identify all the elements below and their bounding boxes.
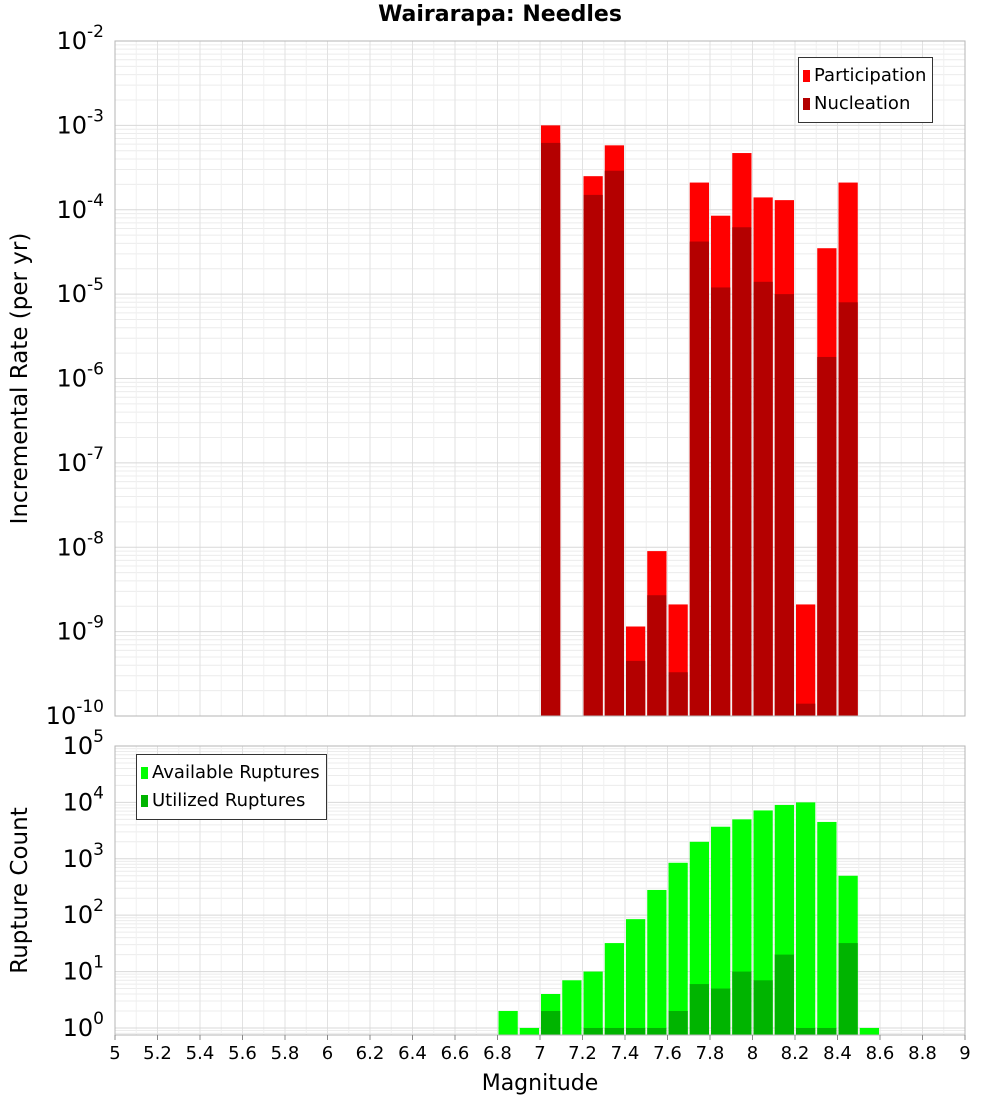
y-tick-label: 101	[63, 953, 104, 986]
y-tick-label: 10-5	[57, 275, 105, 308]
y-tick-label: 10-4	[57, 191, 105, 224]
utilized-bar	[689, 984, 709, 1035]
x-tick-label: 8.4	[823, 1043, 852, 1064]
x-tick-label: 6.8	[483, 1043, 512, 1064]
legend-label: Nucleation	[814, 93, 911, 114]
available-bar	[583, 971, 603, 1035]
x-tick-label: 5.2	[143, 1043, 172, 1064]
available-bar	[604, 943, 624, 1035]
legend-swatch	[803, 98, 810, 110]
y-tick-label: 105	[63, 727, 104, 760]
chart-title: Wairarapa: Needles	[378, 2, 622, 27]
x-tick-label: 6.2	[356, 1043, 385, 1064]
rate-panel: 10-2 10-3 10-4 10-5 10-6 10-7 10-8 10-9 10-10 Inc…	[7, 22, 966, 730]
utilized-bar	[796, 1027, 816, 1035]
x-tick-label: 5.6	[228, 1043, 257, 1064]
x-tick-label: 6.6	[441, 1043, 470, 1064]
available-bar	[859, 1027, 879, 1035]
available-bar	[498, 1010, 518, 1035]
available-bar	[711, 826, 731, 1035]
nucleation-bar	[753, 281, 773, 716]
available-bar	[817, 821, 837, 1035]
legend-swatch	[141, 795, 148, 807]
count-legend: Available Ruptures Utilized Ruptures	[136, 754, 327, 820]
x-tick-label: 5	[109, 1043, 120, 1064]
utilized-bar	[626, 1027, 646, 1035]
utilized-bar	[583, 1027, 603, 1035]
y-tick-label: 100	[63, 1009, 104, 1042]
nucleation-bar	[626, 660, 646, 716]
y-tick-label: 10-2	[57, 22, 105, 55]
legend-label: Utilized Ruptures	[152, 790, 306, 811]
x-tick-label: 5.8	[271, 1043, 300, 1064]
available-bar	[626, 919, 646, 1035]
available-bar	[519, 1027, 539, 1035]
x-tick-label: 6.4	[398, 1043, 427, 1064]
y-tick-label: 104	[63, 783, 104, 816]
nucleation-bar	[711, 287, 731, 716]
utilized-bar	[774, 954, 794, 1035]
participation-bar	[796, 604, 816, 716]
x-tick-label: 8.2	[781, 1043, 810, 1064]
x-tick-label: 8	[747, 1043, 758, 1064]
legend-item-available: Available Ruptures	[141, 759, 320, 787]
y-tick-label: 10-10	[46, 697, 104, 730]
legend-label: Available Ruptures	[152, 762, 320, 783]
legend-swatch	[803, 70, 810, 82]
utilized-bar	[732, 971, 752, 1035]
nucleation-bar	[541, 142, 561, 716]
x-tick-label: 7.2	[568, 1043, 597, 1064]
y-tick-label: 10-3	[57, 106, 105, 139]
x-tick-label: 6	[322, 1043, 333, 1064]
available-bar	[562, 980, 582, 1035]
available-bar	[668, 862, 688, 1035]
legend-swatch	[141, 767, 148, 779]
y-axis-label: Rupture Count	[7, 807, 33, 973]
plot-frame	[114, 40, 966, 717]
nucleation-bar	[604, 170, 624, 716]
utilized-bar	[541, 1010, 561, 1035]
nucleation-bar	[689, 241, 709, 717]
available-bar	[647, 889, 667, 1035]
utilized-bar	[838, 943, 858, 1035]
x-axis-label: Magnitude	[482, 1071, 599, 1096]
legend-item-utilized: Utilized Ruptures	[141, 787, 320, 815]
available-bar	[796, 802, 816, 1035]
y-tick-label: 103	[63, 840, 104, 873]
x-tick-label: 8.8	[908, 1043, 937, 1064]
nucleation-bar	[647, 595, 667, 716]
utilized-bar	[711, 988, 731, 1035]
y-tick-label: 10-7	[57, 444, 105, 477]
utilized-bar	[753, 980, 773, 1035]
nucleation-bar	[583, 194, 603, 716]
y-tick-label: 10-8	[57, 528, 105, 561]
x-tick-label: 7.6	[653, 1043, 682, 1064]
x-tick-label: 7	[534, 1043, 545, 1064]
nucleation-bar	[796, 703, 816, 716]
utilized-bar	[817, 1027, 837, 1035]
nucleation-bar	[774, 294, 794, 716]
x-tick-label: 7.8	[696, 1043, 725, 1064]
nucleation-bar	[668, 672, 688, 716]
available-bar	[753, 810, 773, 1035]
y-axis-label: Incremental Rate (per yr)	[7, 233, 33, 525]
legend-label: Participation	[814, 65, 927, 86]
x-tick-label: 8.6	[866, 1043, 895, 1064]
nucleation-bar	[817, 356, 837, 716]
y-tick-label: 10-9	[57, 613, 105, 646]
y-tick-label: 10-6	[57, 360, 105, 393]
utilized-bar	[604, 1027, 624, 1035]
y-tick-label: 102	[63, 896, 104, 929]
utilized-bar	[668, 1010, 688, 1035]
x-tick-label: 5.4	[186, 1043, 215, 1064]
x-tick-label: 7.4	[611, 1043, 640, 1064]
legend-item-participation: Participation	[803, 62, 926, 90]
nucleation-bar	[838, 302, 858, 716]
legend-item-nucleation: Nucleation	[803, 90, 926, 118]
utilized-bar	[647, 1027, 667, 1035]
nucleation-bar	[732, 227, 752, 716]
rate-legend: Participation Nucleation	[798, 57, 934, 123]
x-tick-label: 9	[959, 1043, 970, 1064]
